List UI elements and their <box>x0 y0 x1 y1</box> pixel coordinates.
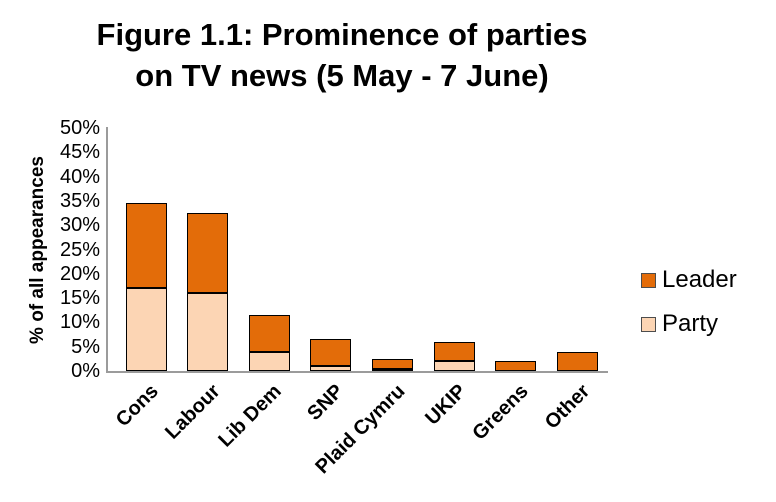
y-tick-label-10-: 10% <box>59 311 100 334</box>
bar-lib-dem-party-segment <box>248 351 290 371</box>
leader-series-swatch <box>641 272 656 288</box>
y-tick-label-40-: 40% <box>59 165 100 188</box>
bar-greens-leader-segment <box>495 361 537 371</box>
x-axis-label-cons: Cons <box>111 380 163 432</box>
chart-title-line-1: Figure 1.1: Prominence of parties <box>96 17 588 52</box>
legend-label-leader: Leader <box>662 266 737 293</box>
y-tick-label-50-: 50% <box>59 117 100 139</box>
y-tick-label-30-: 30% <box>59 214 100 237</box>
x-axis-label-other: Other <box>540 380 594 434</box>
plot-area <box>106 127 608 373</box>
y-tick-label-0-: 0% <box>71 360 100 382</box>
bar-ukip-leader-segment <box>433 341 475 362</box>
y-tick-label-20-: 20% <box>59 262 100 285</box>
bar-other-leader-segment <box>556 351 598 371</box>
y-axis-title: % of all appearances <box>27 156 48 344</box>
bar-labour-party-segment <box>187 293 229 371</box>
bar-ukip-party-segment <box>433 361 475 371</box>
legend: Leader Party <box>641 268 737 356</box>
x-axis-label-ukip: UKIP <box>421 380 471 430</box>
y-tick-label-15-: 15% <box>59 287 100 310</box>
x-axis-label-lib-dem: Lib Dem <box>214 380 286 452</box>
x-axis-label-greens: Greens <box>468 380 533 445</box>
bar-snp-leader-segment <box>310 339 352 367</box>
chart-title-line-2: on TV news (5 May - 7 June) <box>135 58 549 93</box>
chart-title: Figure 1.1: Prominence of parties on TV … <box>0 14 684 96</box>
legend-label-party: Party <box>662 310 719 337</box>
bar-snp-party-segment <box>310 366 352 371</box>
bar-plaid-cymru-leader-segment <box>371 358 413 369</box>
bar-plaid-cymru-party-segment <box>371 368 413 371</box>
x-axis-label-snp: SNP <box>302 380 348 425</box>
y-tick-label-45-: 45% <box>59 141 100 164</box>
bar-cons-party-segment <box>125 288 167 371</box>
y-tick-label-25-: 25% <box>59 238 100 261</box>
bar-lib-dem-leader-segment <box>248 315 290 352</box>
party-series-swatch <box>641 316 656 332</box>
bar-labour-leader-segment <box>187 213 229 294</box>
y-tick-label-35-: 35% <box>59 189 100 212</box>
bar-cons-leader-segment <box>125 203 167 289</box>
y-tick-label-5-: 5% <box>71 335 100 358</box>
legend-item-leader: Leader <box>641 268 737 292</box>
legend-item-party: Party <box>641 312 737 336</box>
